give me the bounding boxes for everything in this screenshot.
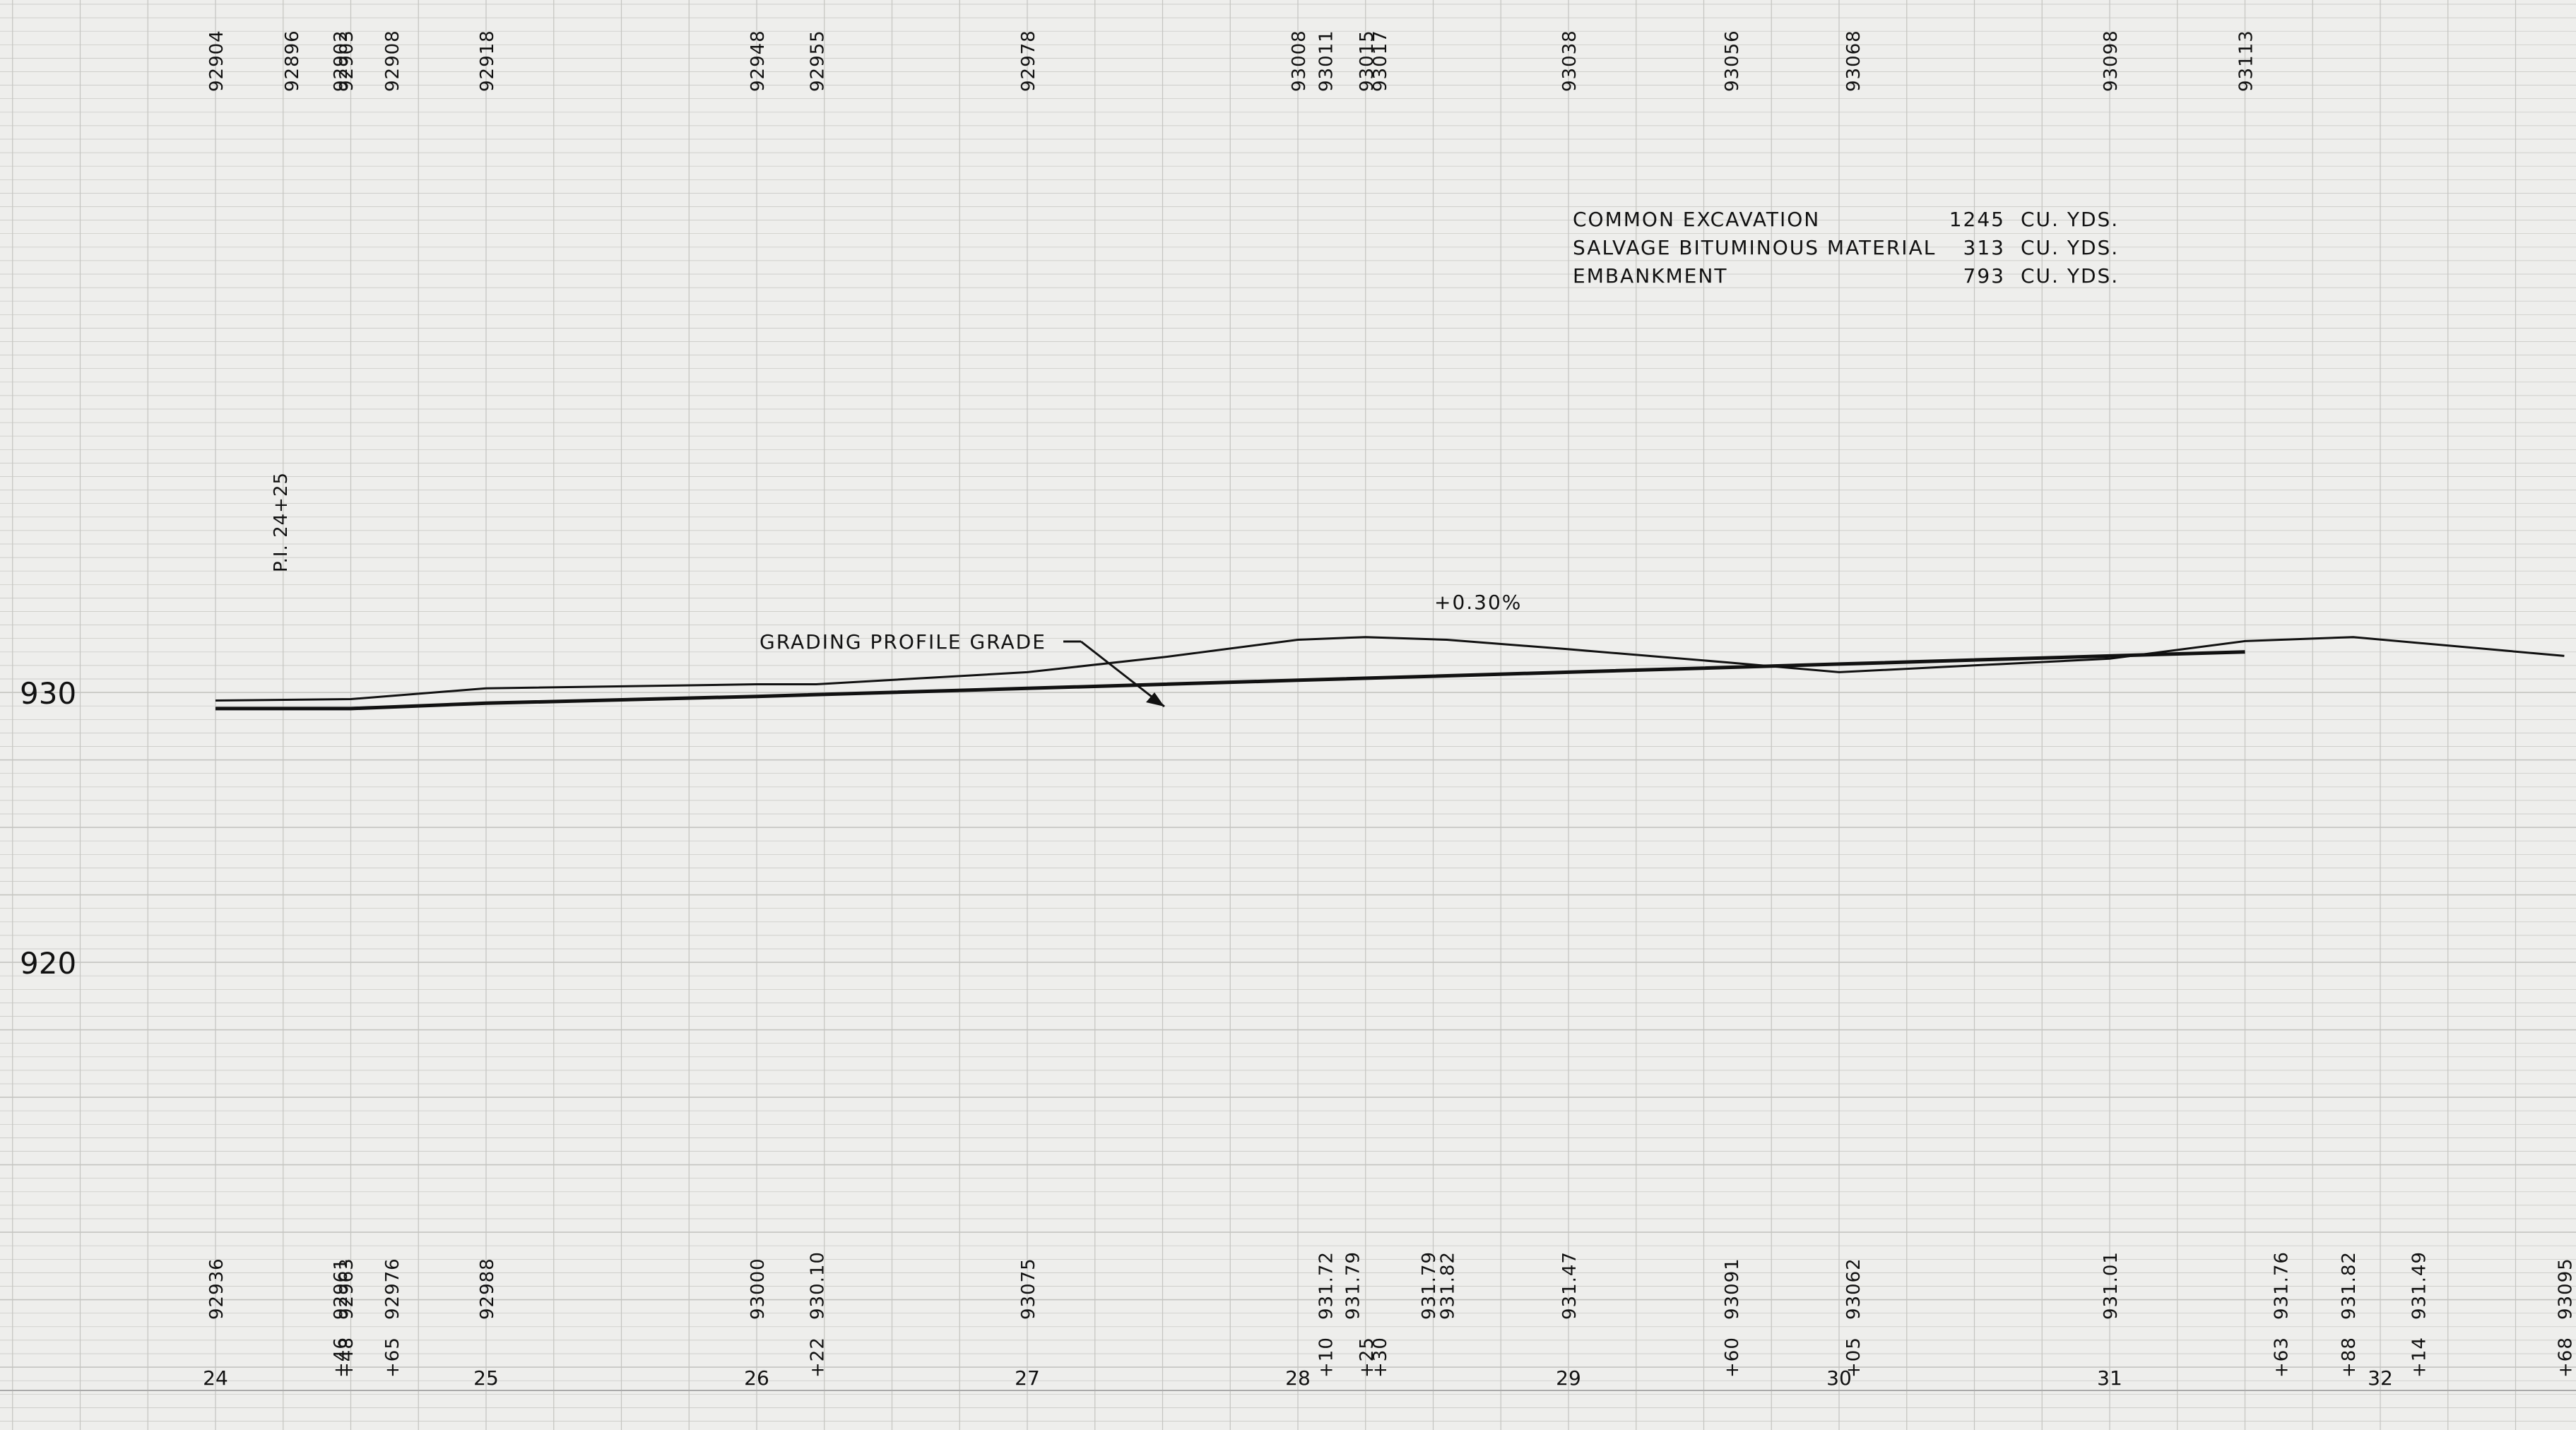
bottom-elevation-label: 92976 [382, 1258, 403, 1320]
bottom-elevation-label: 92961 [331, 1258, 352, 1320]
quantity-unit-salvage-bituminous: CU. YDS. [2021, 236, 2119, 259]
station-label: 30 [1826, 1366, 1852, 1390]
plus-station-label: +88 [2339, 1337, 2360, 1378]
plus-station-labels: +46+48 +65 +22 +10 +25+30 +60 +05 +63 +88 +14 +68 [331, 1337, 2576, 1378]
quantities-table: COMMON EXCAVATION 1245 CU. YDS. SALVAGE … [1573, 208, 2119, 288]
quantity-value-salvage-bituminous: 313 [1963, 236, 2005, 259]
bottom-elevation-label: 931.49 [2409, 1251, 2430, 1320]
plus-station-label: +30 [1370, 1337, 1391, 1378]
quantity-unit-common-excavation: CU. YDS. [2021, 208, 2119, 231]
top-elevation-label: 93098 [2101, 30, 2122, 92]
bottom-elevation-label: 93075 [1018, 1258, 1039, 1320]
bottom-elevation-label: 931.76 [2271, 1251, 2292, 1320]
bottom-elevation-label: 92963 [336, 1258, 358, 1320]
quantity-item-common-excavation: COMMON EXCAVATION [1573, 208, 1820, 231]
top-elevation-label: 92955 [807, 30, 828, 92]
top-elevation-label: 93068 [1843, 30, 1865, 92]
top-elevation-label: 93008 [1289, 30, 1310, 92]
grade-leader-arrow [1080, 640, 1165, 708]
grade-arrowhead [1146, 692, 1164, 707]
station-label: 28 [1285, 1366, 1311, 1390]
plus-station-label: +22 [807, 1337, 828, 1378]
bottom-elevation-label: 93091 [1722, 1258, 1743, 1320]
quantity-unit-embankment: CU. YDS. [2021, 264, 2119, 288]
top-elevation-label: 92896 [282, 30, 303, 92]
top-elevation-label: 93011 [1316, 30, 1337, 92]
top-elevation-label: 92904 [206, 30, 228, 92]
station-label: 27 [1015, 1366, 1040, 1390]
station-label: 24 [203, 1366, 228, 1390]
plus-station-label: +46 [331, 1337, 352, 1378]
plus-station-label: +68 [2555, 1337, 2576, 1378]
pi-label: P.I. 24+25 [271, 472, 292, 572]
slope-label: +0.30% [1434, 591, 1522, 614]
quantity-value-common-excavation: 1245 [1949, 208, 2005, 231]
grading-profile-grade-line [215, 650, 2245, 711]
plus-station-label: +25 [1357, 1337, 1378, 1378]
station-label: 31 [2097, 1366, 2122, 1390]
top-elevation-label: 92918 [477, 30, 498, 92]
top-elevation-label: 92908 [382, 30, 403, 92]
station-labels: 24 25 26 27 28 29 30 31 32 [203, 1366, 2393, 1390]
top-elevation-label: 92978 [1018, 30, 1039, 92]
bottom-elevation-label: 92936 [206, 1258, 228, 1320]
bottom-elevation-label: 931.47 [1559, 1251, 1581, 1320]
elevation-label-920: 920 [20, 946, 76, 981]
plus-station-label: +48 [336, 1337, 358, 1378]
station-label: 29 [1556, 1366, 1581, 1390]
plus-station-label: +65 [382, 1337, 403, 1378]
quantity-value-embankment: 793 [1963, 264, 2005, 288]
top-elevation-label: 93056 [1722, 30, 1743, 92]
bottom-elevation-label: 931.82 [2339, 1251, 2360, 1320]
bottom-elevation-label: 93062 [1843, 1258, 1865, 1320]
station-label: 32 [2368, 1366, 2393, 1390]
top-elevation-label: 92903 [336, 30, 358, 92]
station-label: 25 [473, 1366, 499, 1390]
quantity-item-salvage-bituminous: SALVAGE BITUMINOUS MATERIAL [1573, 236, 1936, 259]
quantity-item-embankment: EMBANKMENT [1573, 264, 1727, 288]
top-elevation-label: 92902 [331, 30, 352, 92]
bottom-elevation-label: 930.10 [807, 1251, 828, 1320]
bottom-elevation-label: 92988 [477, 1258, 498, 1320]
plus-station-label: +63 [2271, 1337, 2292, 1378]
bottom-elevation-label: 93095 [2555, 1258, 2576, 1320]
bottom-elevation-label: 931.79 [1419, 1251, 1440, 1320]
plus-station-label: +14 [2409, 1337, 2430, 1378]
bottom-elevation-label: 931.01 [2101, 1251, 2122, 1320]
elevation-label-930: 930 [20, 676, 76, 711]
top-elevation-label: 92948 [748, 30, 769, 92]
plus-station-label: +05 [1843, 1337, 1865, 1378]
station-label: 26 [744, 1366, 769, 1390]
grade-label: GRADING PROFILE GRADE [760, 630, 1046, 654]
bottom-elevation-label: 931.82 [1438, 1251, 1459, 1320]
top-elevation-label: 93113 [2236, 30, 2257, 92]
bottom-elevation-label: 93000 [748, 1258, 769, 1320]
plus-station-label: +10 [1316, 1337, 1337, 1378]
bottom-elevation-label: 931.79 [1343, 1251, 1364, 1320]
top-elevation-label: 93038 [1559, 30, 1581, 92]
plus-station-label: +60 [1722, 1337, 1743, 1378]
top-elevation-label: 93015 [1357, 30, 1378, 92]
top-elevation-label: 93017 [1370, 30, 1391, 92]
bottom-elevation-label: 931.72 [1316, 1251, 1337, 1320]
